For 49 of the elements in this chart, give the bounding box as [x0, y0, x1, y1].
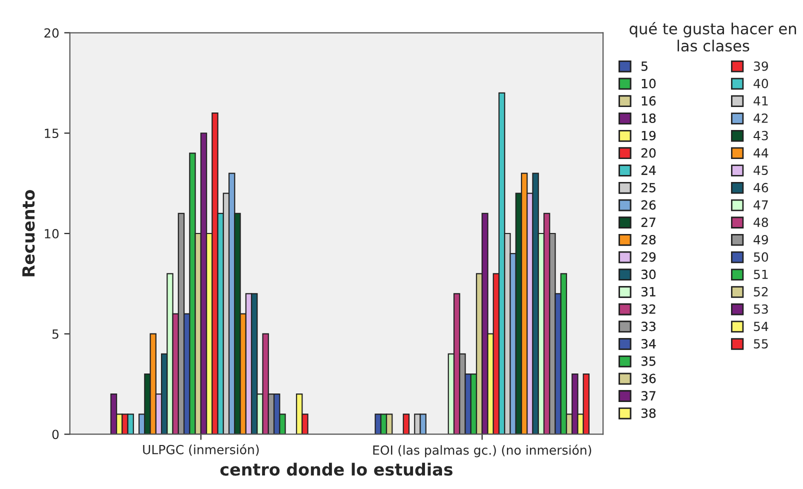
- legend-label: 29: [641, 252, 656, 262]
- legend-label: 39: [754, 61, 768, 71]
- y-tick-label: 0: [52, 430, 59, 440]
- legend-label: 43: [754, 130, 768, 140]
- legend-label: 33: [642, 322, 656, 332]
- y-tick-label: 15: [44, 128, 58, 138]
- y-axis-title: Recuento: [22, 190, 35, 276]
- bar: [402, 414, 410, 434]
- x-axis-title: centro donde lo estudias: [220, 462, 452, 476]
- legend-label: 49: [754, 234, 768, 244]
- legend-label: 51: [754, 270, 768, 280]
- legend-label: 18: [642, 114, 656, 123]
- legend-label: 36: [642, 374, 656, 384]
- legend-label: 50: [754, 252, 768, 262]
- legend-label: 24: [641, 166, 656, 175]
- y-tick-label: 20: [44, 28, 59, 38]
- legend-label: 52: [754, 287, 768, 296]
- legend-label: 26: [641, 200, 656, 210]
- x-tick-label: EOI (las palmas gc.) (no inmersión): [373, 444, 592, 458]
- legend-label: 47: [754, 200, 768, 210]
- legend-label: 20: [641, 148, 656, 158]
- legend-label: 40: [754, 78, 768, 88]
- legend-label: 34: [642, 339, 656, 349]
- legend-title: qué te gusta hacer en las clases: [630, 22, 796, 52]
- legend-label: 25: [641, 182, 656, 192]
- legend-label: 5: [642, 62, 648, 71]
- legend-label: 35: [642, 356, 656, 366]
- legend-label: 42: [754, 114, 768, 123]
- legend-label: 53: [754, 304, 768, 314]
- legend-label: 37: [642, 391, 656, 401]
- legend-label: 31: [642, 287, 656, 296]
- legend-label: 19: [642, 130, 656, 140]
- legend-label: 32: [642, 304, 656, 314]
- legend-label: 55: [754, 339, 768, 349]
- legend-label: 41: [754, 96, 768, 106]
- legend-label: 38: [642, 408, 656, 418]
- y-tick-label: 5: [52, 330, 58, 339]
- legend-label: 48: [754, 218, 768, 228]
- legend-label: 54: [754, 322, 768, 332]
- legend-label: 30: [642, 270, 656, 280]
- legend-label: 28: [641, 234, 656, 244]
- legend-label: 10: [642, 78, 656, 88]
- legend-label: 27: [641, 218, 656, 227]
- x-tick-label: ULPGC (inmersión): [143, 444, 259, 456]
- legend-label: 45: [754, 166, 768, 176]
- y-tick-label: 10: [44, 228, 59, 238]
- legend-label: 16: [642, 96, 656, 106]
- legend-label: 46: [754, 182, 768, 192]
- legend-label: 44: [754, 148, 768, 158]
